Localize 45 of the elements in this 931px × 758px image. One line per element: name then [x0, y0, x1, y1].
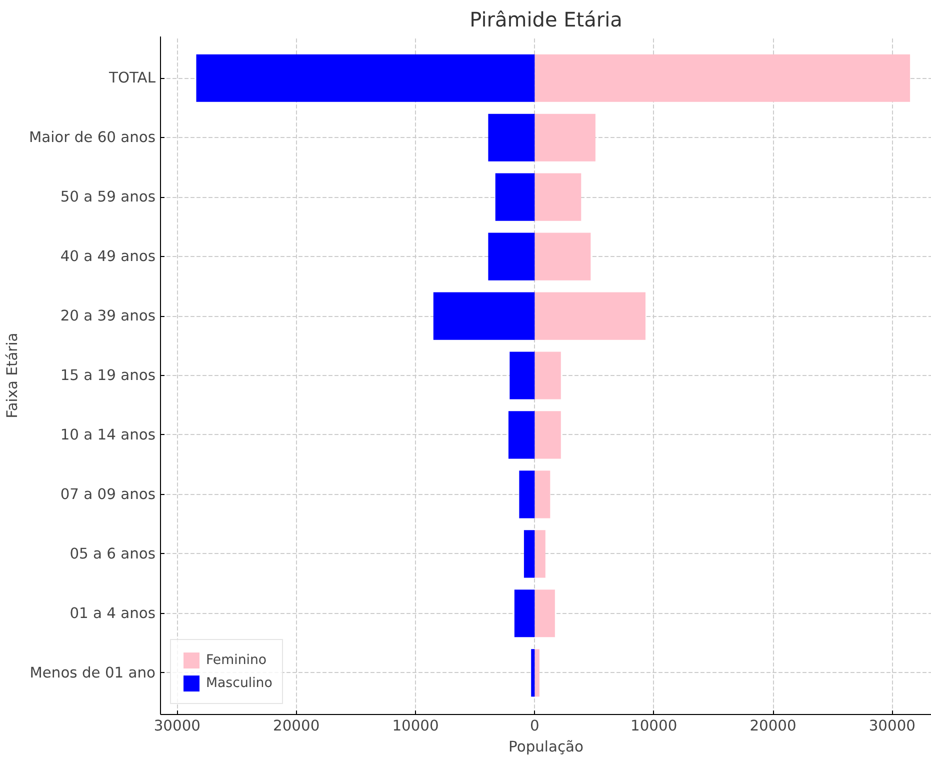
y-tick-label: 10 a 14 anos: [60, 426, 156, 444]
bar: [534, 649, 540, 697]
x-tick-label: 30000: [868, 718, 916, 734]
chart-title: Pirâmide Etária: [470, 8, 622, 32]
y-tick-label: 15 a 19 anos: [60, 367, 156, 384]
bar: [531, 649, 535, 697]
y-tick-label: 40 a 49 anos: [60, 248, 156, 266]
x-tick-label: 10000: [630, 718, 678, 734]
bar: [433, 292, 535, 340]
x-tick-label: 20000: [273, 718, 320, 734]
y-tick-label: Maior de 60 anos: [28, 129, 156, 146]
legend-label: Masculino: [206, 676, 272, 690]
y-tick-label: TOTAL: [108, 70, 156, 87]
y-tick-label: 05 a 6 anos: [70, 545, 156, 562]
x-axis-title: População: [508, 738, 584, 756]
bar: [508, 411, 535, 459]
y-tick-label: 20 a 39 anos: [60, 308, 156, 325]
bar: [534, 173, 582, 221]
bar: [519, 470, 535, 518]
bar: [524, 530, 535, 578]
x-tick-label: 10000: [392, 718, 439, 734]
y-tick-label: 50 a 59 anos: [60, 188, 156, 206]
bar: [534, 232, 591, 280]
bar: [534, 530, 546, 578]
y-tick-label: 01 a 4 anos: [70, 604, 156, 622]
x-tick-label: 20000: [750, 718, 796, 734]
bar: [510, 352, 535, 400]
y-tick-label: 07 a 09 anos: [60, 486, 156, 503]
bar: [488, 114, 535, 162]
bar: [534, 352, 561, 400]
y-tick-label: Menos de 01 ano: [30, 664, 156, 682]
x-tick-label: 30000: [154, 718, 200, 734]
bar: [196, 54, 535, 102]
bar: [495, 173, 535, 221]
legend-label: Feminino: [206, 652, 267, 668]
y-axis-title: Faixa Etária: [4, 332, 21, 418]
bar: [534, 470, 550, 518]
bar: [534, 590, 555, 638]
bar: [514, 590, 535, 638]
bar: [488, 232, 535, 280]
bar: [534, 292, 646, 340]
x-tick-label: 0: [530, 718, 540, 734]
bar: [534, 411, 561, 459]
bar: [534, 114, 596, 162]
bar: [534, 54, 910, 102]
